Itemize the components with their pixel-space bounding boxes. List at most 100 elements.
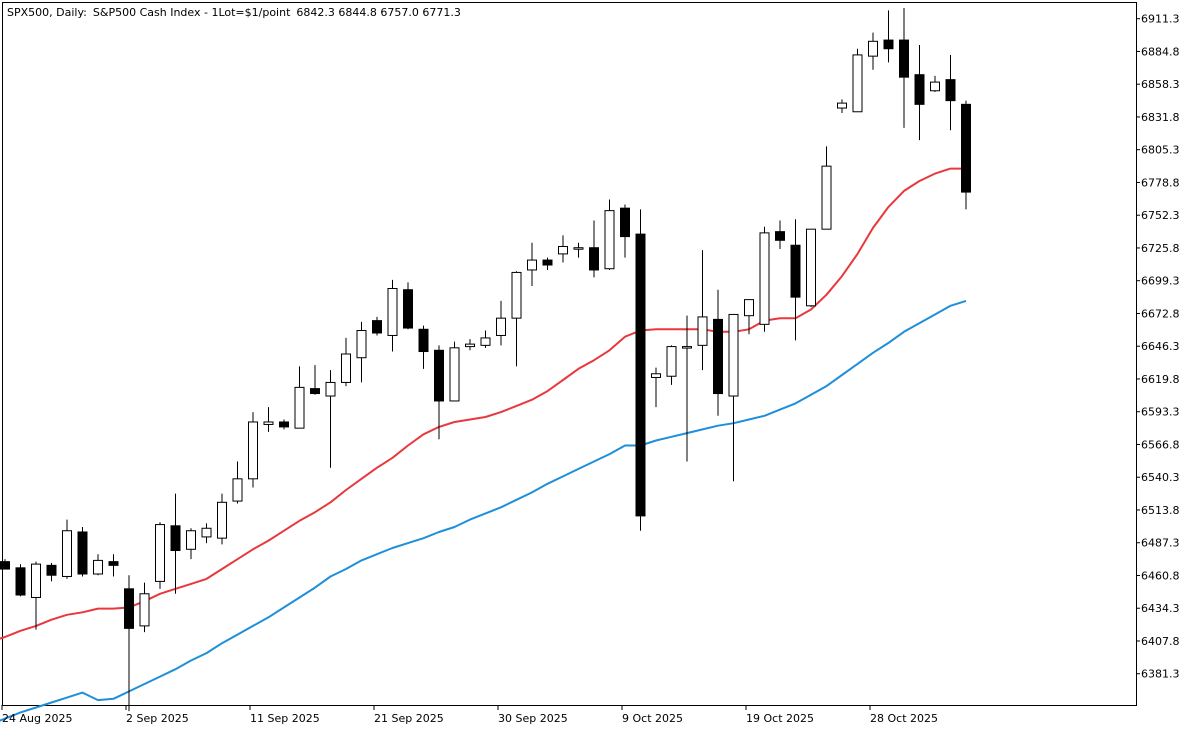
candle[interactable] <box>852 48 863 113</box>
candle[interactable] <box>279 419 289 430</box>
candle[interactable] <box>15 564 26 597</box>
candle[interactable] <box>837 99 847 113</box>
candle-body-up <box>697 316 708 346</box>
candle[interactable] <box>93 554 103 576</box>
candle[interactable] <box>775 220 785 249</box>
candle[interactable] <box>697 250 708 371</box>
candle[interactable] <box>651 367 661 408</box>
candle[interactable] <box>403 282 413 330</box>
candle[interactable] <box>372 316 382 336</box>
candle-body-down <box>372 320 382 334</box>
candle-body-up <box>682 346 692 349</box>
candle-body-down <box>914 74 925 105</box>
candle[interactable] <box>883 10 894 63</box>
candle[interactable] <box>620 204 630 258</box>
candle[interactable] <box>46 562 57 582</box>
candle[interactable] <box>418 325 429 369</box>
candle-body-up <box>511 271 522 319</box>
candle-body-up <box>852 54 863 113</box>
candle[interactable] <box>465 339 475 351</box>
candle[interactable] <box>573 242 584 258</box>
candle-body-up <box>139 593 150 627</box>
candle[interactable] <box>186 528 196 560</box>
candle[interactable] <box>77 527 88 577</box>
candle[interactable] <box>868 32 878 70</box>
candle-body-up <box>573 247 584 250</box>
candle[interactable] <box>666 345 677 385</box>
candle[interactable] <box>527 242 537 287</box>
x-axis-tick-label: 30 Sep 2025 <box>498 712 568 725</box>
candle[interactable] <box>155 522 165 589</box>
candle[interactable] <box>170 493 181 594</box>
candle-body-up <box>248 421 258 480</box>
candle[interactable] <box>248 412 258 488</box>
candle[interactable] <box>108 554 119 577</box>
candle[interactable] <box>821 146 832 230</box>
candle[interactable] <box>713 289 723 416</box>
candle-body-up <box>558 245 568 255</box>
candle[interactable] <box>899 7 909 128</box>
candle[interactable] <box>496 300 506 346</box>
y-axis-tick-label: 6831.8 <box>1141 111 1180 124</box>
candle[interactable] <box>480 330 491 348</box>
candle-body-up <box>201 527 212 538</box>
candle[interactable] <box>558 235 568 263</box>
candle[interactable] <box>434 345 444 440</box>
candle[interactable] <box>124 575 134 712</box>
candle-body-down <box>713 318 723 395</box>
candle[interactable] <box>0 559 10 570</box>
candle[interactable] <box>604 199 615 270</box>
candle[interactable] <box>759 226 770 332</box>
candle[interactable] <box>263 407 274 432</box>
candle[interactable] <box>201 523 212 544</box>
candle[interactable] <box>62 519 72 579</box>
candle[interactable] <box>945 54 956 131</box>
candle-body-down <box>635 233 646 517</box>
candle[interactable] <box>232 461 243 504</box>
candle[interactable] <box>790 219 801 341</box>
candle[interactable] <box>356 321 367 383</box>
candle-body-down <box>945 79 956 102</box>
candle[interactable] <box>294 366 305 429</box>
candle[interactable] <box>449 341 460 402</box>
candle[interactable] <box>961 100 971 210</box>
candle[interactable] <box>744 299 754 335</box>
candle-body-down <box>0 561 10 570</box>
candle-body-down <box>620 207 630 238</box>
ohlc-readout: 6842.3 6844.8 6757.0 6771.3 <box>296 6 460 19</box>
candle[interactable] <box>635 209 646 531</box>
candle-body-up <box>604 210 615 270</box>
y-axis-tick-label: 6381.3 <box>1141 668 1180 681</box>
candle[interactable] <box>341 337 351 387</box>
candle[interactable] <box>31 561 41 630</box>
y-axis-tick-label: 6407.8 <box>1141 635 1180 648</box>
candle[interactable] <box>914 45 925 141</box>
plot-frame <box>2 2 1137 706</box>
candle-body-down <box>899 39 909 78</box>
candle[interactable] <box>217 493 227 545</box>
candle-body-up <box>217 501 227 539</box>
candle[interactable] <box>589 220 599 278</box>
y-axis-tick-label: 6513.8 <box>1141 504 1180 517</box>
candle[interactable] <box>930 75 940 92</box>
candle[interactable] <box>139 582 150 633</box>
candle[interactable] <box>682 315 692 462</box>
candle-body-up <box>806 228 816 307</box>
candle[interactable] <box>387 279 398 352</box>
candle-body-up <box>387 287 398 336</box>
candle[interactable] <box>542 257 553 270</box>
candle[interactable] <box>806 228 816 308</box>
symbol-label: SPX500, Daily: <box>7 6 87 19</box>
candle[interactable] <box>728 313 739 482</box>
candle-body-down <box>170 525 181 552</box>
y-axis-tick-label: 6884.8 <box>1141 45 1180 58</box>
candle-body-up <box>232 478 243 502</box>
candle[interactable] <box>325 370 336 468</box>
candle-body-up <box>186 530 196 550</box>
x-axis-tick-label: 9 Oct 2025 <box>622 712 683 725</box>
moving-average-line-2 <box>0 299 967 722</box>
candle[interactable] <box>310 365 320 395</box>
candle[interactable] <box>511 271 522 367</box>
